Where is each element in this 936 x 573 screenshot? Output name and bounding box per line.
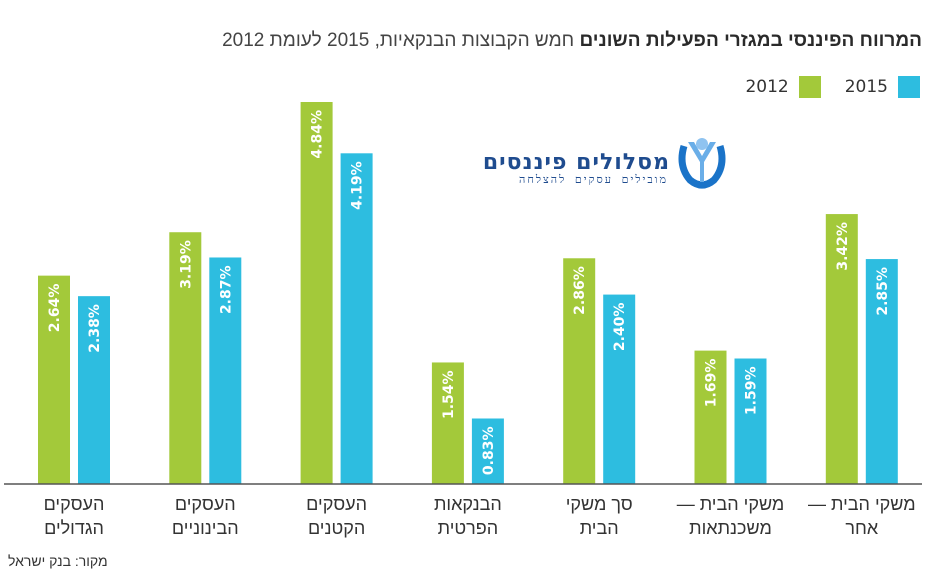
bar-2015-3 [471,418,504,484]
bar-2015-1 [209,257,242,484]
logo-person-icon [678,138,726,189]
bar-2015-0 [78,296,110,484]
value-label-2015-2: 4.19% [350,161,366,210]
legend: 2012 2015 [721,76,920,98]
category-label-5-line-0: משקי הבית — [677,494,785,514]
category-label-4-line-1: הבית [580,518,619,538]
legend-label-2012: 2012 [745,77,789,97]
bar-2012-6 [825,214,858,484]
watermark-logo: מסלולים פיננסים מובילים עסקים להצלחה [483,136,730,192]
value-label-2015-4: 2.40% [612,303,628,352]
category-label-2-line-0: העסקים [306,494,367,514]
bars-layer: 2.64% 2.38% 3.19% 2.87% 4.84% 4.19% 1.54% 0.83%… [38,102,898,485]
legend-item-2012: 2012 [745,76,821,98]
category-label-5-line-1: משכנתאות [689,518,772,538]
legend-swatch-2015 [898,76,920,98]
bar-2012-0 [38,275,70,484]
bar-2015-2 [340,153,373,485]
value-label-2015-5: 1.59% [744,367,760,416]
value-label-2015-6: 2.85% [875,267,891,316]
value-label-2012-0: 2.64% [47,284,63,333]
category-label-3-line-1: הפרטית [438,518,499,538]
bar-2012-3 [431,362,464,484]
value-label-2015-0: 2.38% [87,304,103,353]
logo-name: מסלולים פיננסים [482,150,670,175]
value-label-2012-5: 1.69% [704,359,720,408]
bar-2015-5 [734,358,767,484]
bar-2012-4 [563,258,596,484]
chart-title: המרווח הפיננסי במגזרי הפעילות השונים חמש… [222,30,922,52]
category-label-6-line-1: אחר [845,518,878,538]
value-label-2012-6: 3.42% [835,222,851,271]
bar-2012-5 [694,350,727,484]
value-label-2012-2: 4.84% [310,110,326,159]
bar-2015-6 [865,259,898,484]
bar-2012-2 [300,102,333,484]
source-note: מקור: בנק ישראל [8,553,108,569]
category-label-1-line-1: הבינוניים [172,518,239,538]
value-label-2012-3: 1.54% [441,370,457,419]
category-label-2-line-1: הקטנים [308,518,365,538]
value-label-2012-1: 3.19% [178,240,194,289]
category-label-1-line-0: העסקים [175,494,236,514]
category-label-6-line-0: משקי הבית — [808,494,916,514]
legend-swatch-2012 [798,76,821,98]
category-label-0-line-1: הגדולים [44,518,104,538]
logo-tagline: מובילים עסקים להצלחה [519,173,668,186]
category-label-4-line-0: סך משקי [566,494,633,514]
category-label-3-line-0: הבנקאות [434,494,502,514]
value-label-2015-3: 0.83% [481,426,497,475]
bar-2015-4 [603,294,636,484]
chart-title-bold: המרווח הפיננסי במגזרי הפעילות השונים [579,30,922,51]
chart-subtitle: חמש הקבוצות הבנקאיות, 2015 לעומת 2012 [222,30,575,51]
bar-2012-1 [169,232,202,484]
legend-item-2015: 2015 [845,76,920,98]
value-label-2015-1: 2.87% [218,265,234,314]
legend-label-2015: 2015 [844,77,888,97]
category-label-0-line-0: העסקים [44,494,105,514]
category-labels: העסקים הגדולים העסקים הבינוניים העסקים הקטנים… [44,494,916,538]
value-label-2012-4: 2.86% [572,266,588,315]
